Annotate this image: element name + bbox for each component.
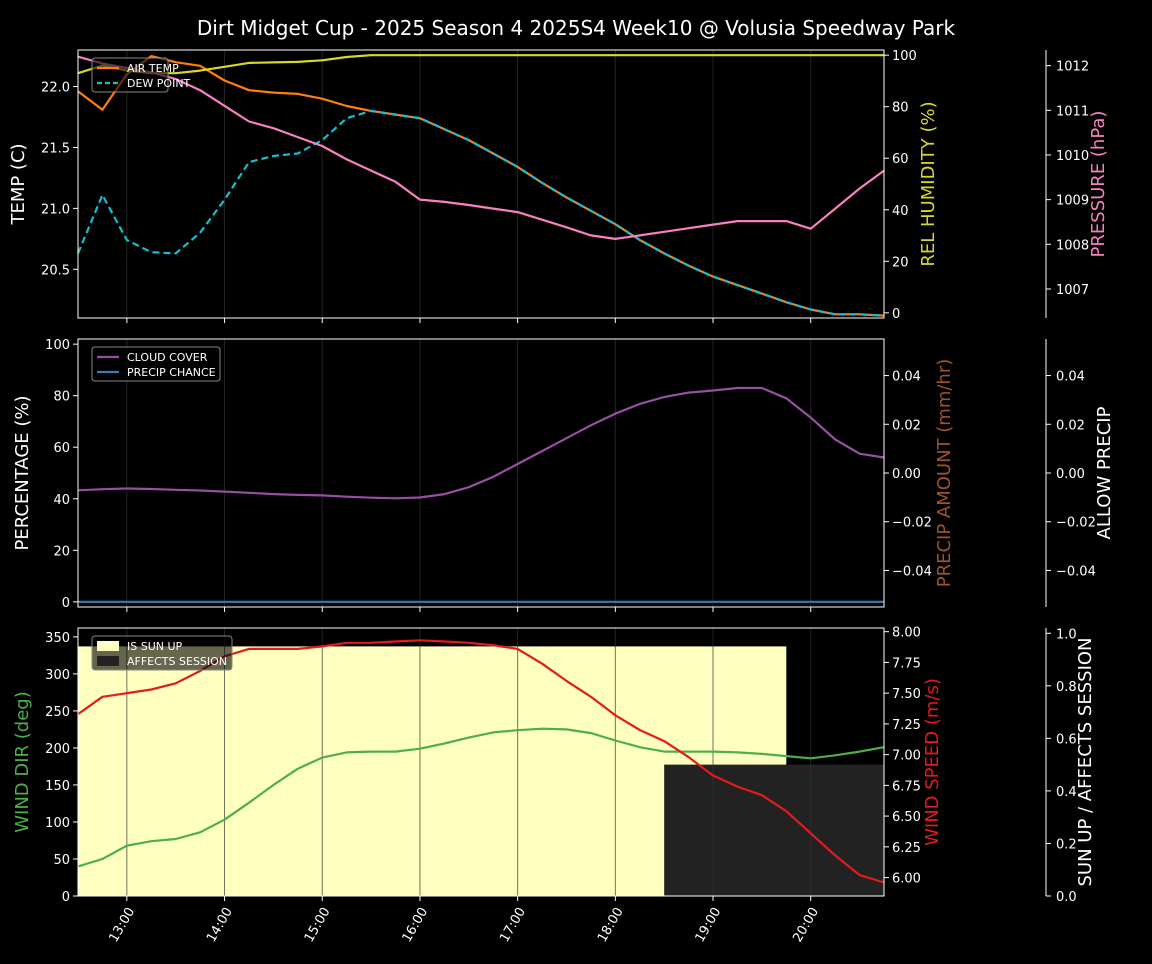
series-cloud-line xyxy=(77,386,885,500)
right-axis-label: PRECIP AMOUNT (mm/hr) xyxy=(934,359,955,588)
legend-box xyxy=(91,57,169,93)
right-tick-label: 7.25 xyxy=(892,718,921,733)
right-tick-label: 0.02 xyxy=(892,418,921,433)
right-tick-label: 0.04 xyxy=(892,370,921,385)
far-tick-label: 1008 xyxy=(1056,238,1089,253)
left-tick-label: 200 xyxy=(45,742,70,757)
right-tick-label: 80 xyxy=(892,101,909,116)
series-humidity-line xyxy=(77,54,884,75)
far-axis-label: ALLOW PRECIP xyxy=(1094,406,1115,539)
legend-box xyxy=(91,635,233,671)
left-tick-label: 21.0 xyxy=(41,202,70,217)
right-tick-label: 6.25 xyxy=(892,841,921,856)
far-tick-label: 0.02 xyxy=(1056,418,1085,433)
far-tick-label: −0.02 xyxy=(1056,516,1096,531)
legend-label: IS SUN UP xyxy=(127,640,183,653)
right-tick-label: 6.00 xyxy=(892,872,921,887)
left-tick-label: 50 xyxy=(53,853,70,868)
left-tick-label: 40 xyxy=(53,493,70,508)
right-tick-label: 20 xyxy=(892,255,909,270)
right-tick-label: 8.00 xyxy=(892,626,921,641)
right-tick-label: 6.75 xyxy=(892,779,921,794)
right-axis-label: REL HUMIDITY (%) xyxy=(918,101,939,266)
left-axis-label: PERCENTAGE (%) xyxy=(12,395,33,550)
legend-swatch xyxy=(97,641,119,651)
right-axis-label: WIND SPEED (m/s) xyxy=(922,678,943,846)
right-tick-label: −0.04 xyxy=(892,564,932,579)
left-tick-label: 100 xyxy=(45,338,70,353)
far-tick-label: 1012 xyxy=(1056,60,1089,75)
right-tick-label: 6.50 xyxy=(892,810,921,825)
legend-label: CLOUD COVER xyxy=(127,351,208,364)
legend-label: DEW POINT xyxy=(127,77,191,90)
left-tick-label: 0 xyxy=(62,890,70,905)
far-tick-label: 1009 xyxy=(1056,194,1089,209)
legend-label: AFFECTS SESSION xyxy=(127,655,227,668)
far-axis-label: SUN UP / AFFECTS SESSION xyxy=(1075,637,1096,886)
series-wind-dir-line xyxy=(77,727,885,868)
right-tick-label: 60 xyxy=(892,152,909,167)
far-tick-label: 0.0 xyxy=(1056,890,1077,905)
far-tick-label: −0.04 xyxy=(1056,564,1096,579)
band-affects-session xyxy=(664,764,884,896)
left-tick-label: 80 xyxy=(53,390,70,405)
far-tick-label: 0.2 xyxy=(1056,837,1077,852)
far-tick-label: 1.0 xyxy=(1056,627,1077,642)
far-tick-label: 1010 xyxy=(1056,149,1089,164)
left-tick-label: 60 xyxy=(53,441,70,456)
left-tick-label: 20 xyxy=(53,544,70,559)
right-tick-label: 7.50 xyxy=(892,687,921,702)
right-tick-label: 0 xyxy=(892,307,900,322)
right-tick-label: 40 xyxy=(892,204,909,219)
left-tick-label: 300 xyxy=(45,668,70,683)
left-tick-label: 100 xyxy=(45,816,70,831)
panel-3-frame xyxy=(77,627,885,897)
right-tick-label: 0.00 xyxy=(892,467,921,482)
legend-label: PRECIP CHANCE xyxy=(127,366,216,379)
left-tick-label: 21.5 xyxy=(41,141,70,156)
legend-box xyxy=(91,346,221,382)
right-tick-label: 7.75 xyxy=(892,656,921,671)
left-tick-label: 150 xyxy=(45,779,70,794)
left-axis-label: TEMP (C) xyxy=(8,143,29,225)
far-tick-label: 1007 xyxy=(1056,283,1089,298)
left-tick-label: 250 xyxy=(45,705,70,720)
legend-swatch xyxy=(97,656,119,666)
left-tick-label: 350 xyxy=(45,631,70,646)
far-tick-label: 0.4 xyxy=(1056,785,1077,800)
left-tick-label: 20.5 xyxy=(41,263,70,278)
far-tick-label: 1011 xyxy=(1056,104,1089,119)
series-pressure-line xyxy=(77,55,885,240)
left-tick-label: 22.0 xyxy=(41,81,70,96)
legend-label: AIR TEMP xyxy=(127,62,179,75)
left-tick-label: 0 xyxy=(62,596,70,611)
right-tick-label: −0.02 xyxy=(892,516,932,531)
left-axis-label: WIND DIR (deg) xyxy=(12,691,33,833)
far-tick-label: 0.8 xyxy=(1056,680,1077,695)
right-tick-label: 100 xyxy=(892,49,917,64)
far-tick-label: 0.6 xyxy=(1056,732,1077,747)
far-tick-label: 0.04 xyxy=(1056,370,1085,385)
right-tick-label: 7.00 xyxy=(892,749,921,764)
far-tick-label: 0.00 xyxy=(1056,467,1085,482)
panel-1-frame xyxy=(77,49,885,319)
chart-title: Dirt Midget Cup - 2025 Season 4 2025S4 W… xyxy=(197,16,956,40)
series-dew-point-line xyxy=(76,109,885,317)
far-axis-label: PRESSURE (hPa) xyxy=(1088,111,1109,258)
